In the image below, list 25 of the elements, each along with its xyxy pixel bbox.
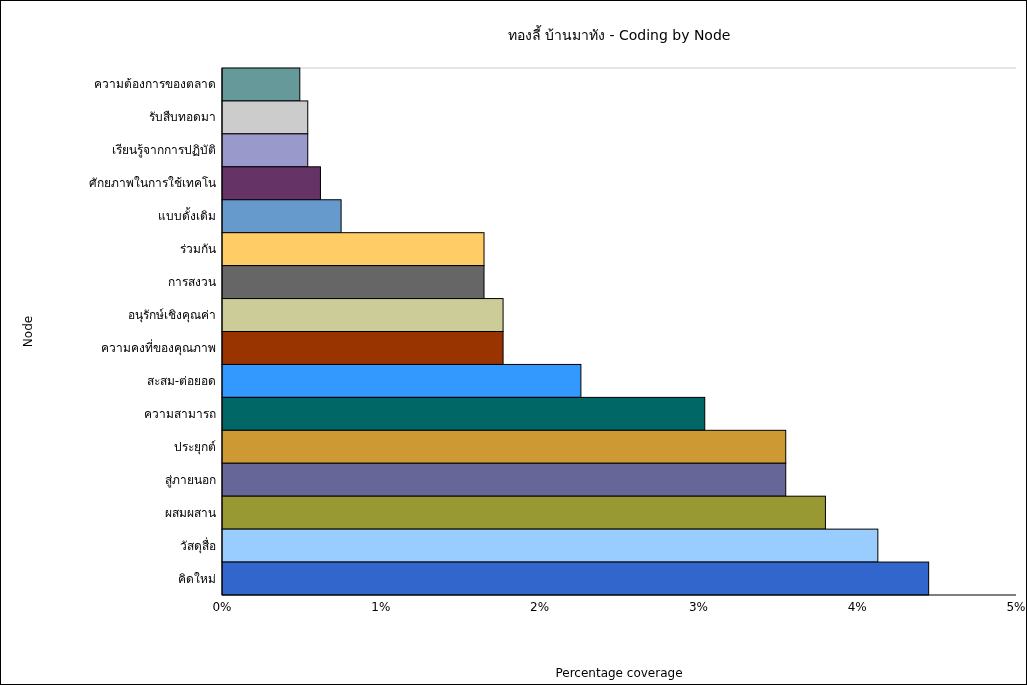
x-tick-label: 1% (371, 600, 391, 614)
y-axis-title: Node (21, 315, 35, 348)
x-axis-title: Percentage coverage (555, 666, 683, 680)
y-tick-label: ศักยภาพในการใช้เทคโน (89, 176, 216, 191)
y-tick-label: ความสามารถ (144, 406, 216, 421)
y-tick-label: ผสมผสาน (165, 505, 216, 520)
y-tick-label: ความคงที่ของคุณภาพ (101, 338, 216, 356)
y-tick-label: ร่วมกัน (180, 242, 216, 257)
y-tick-label: สะสม-ต่อยอด (146, 373, 216, 388)
y-tick-label: สู่ภายนอก (165, 472, 216, 488)
x-tick-label: 4% (847, 600, 867, 614)
x-tick-label: 2% (530, 600, 550, 614)
x-tick-label: 0% (212, 600, 232, 614)
y-tick-label: ความต้องการของตลาด (94, 77, 216, 92)
y-tick-label: รับสืบทอดมา (149, 110, 216, 125)
x-tick-label: 3% (688, 600, 708, 614)
y-tick-label: การสงวน (168, 275, 216, 290)
y-tick-label: อนุรักษ์เชิงคุณค่า (128, 308, 216, 324)
x-tick-label: 5% (1006, 600, 1026, 614)
y-tick-label: คิดใหม่ (178, 571, 216, 586)
y-tick-label: เรียนรู้จากการปฏิบัติ (112, 143, 216, 159)
y-tick-label: ประยุกต์ (174, 439, 216, 455)
chart-title: ทองลี้ บ้านมาทัง - Coding by Node (507, 25, 731, 43)
y-tick-label: แบบดั้งเดิม (158, 207, 216, 224)
y-tick-label: วัสดุสื่อ (180, 536, 216, 554)
